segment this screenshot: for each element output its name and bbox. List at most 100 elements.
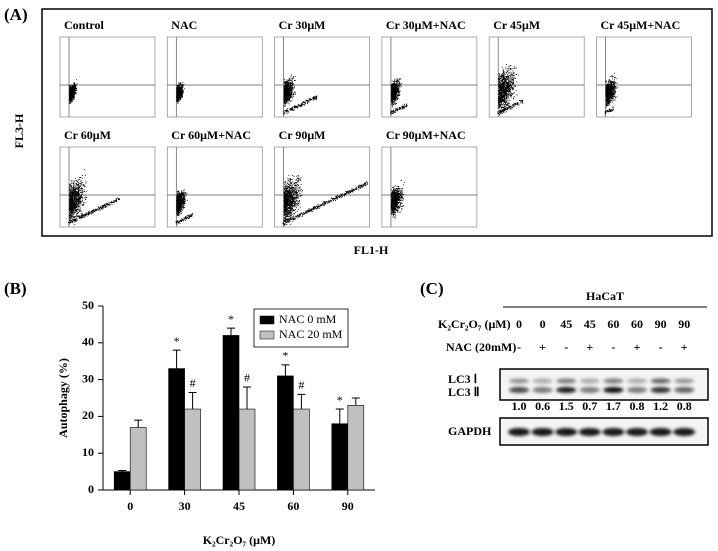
scatter-dots bbox=[176, 82, 185, 104]
band bbox=[579, 387, 600, 393]
x-tick-label: 90 bbox=[342, 499, 354, 513]
nac-sign: + bbox=[586, 340, 593, 354]
ratio: 1.7 bbox=[606, 399, 621, 413]
plot-title: Cr 60μM bbox=[64, 128, 111, 142]
nac-sign: + bbox=[634, 340, 641, 354]
plot-frame bbox=[59, 146, 156, 228]
plot-frame bbox=[166, 146, 263, 228]
scatter-dots bbox=[497, 64, 524, 116]
plot-frame bbox=[381, 36, 478, 118]
error-bar bbox=[188, 391, 197, 410]
panel-label: (C) bbox=[420, 279, 444, 298]
error-bar bbox=[297, 393, 306, 410]
band bbox=[674, 378, 695, 384]
plot-frame bbox=[274, 146, 370, 228]
ratio: 0.7 bbox=[582, 399, 597, 413]
plot-title: Cr 60μM+NAC bbox=[171, 128, 251, 142]
plot-frame bbox=[488, 36, 585, 118]
ratio: 1.0 bbox=[512, 399, 527, 413]
y-tick-label: 40 bbox=[82, 335, 94, 349]
bar bbox=[293, 408, 310, 491]
scatter-dots bbox=[69, 79, 78, 104]
band bbox=[627, 378, 647, 384]
plot-title: Cr 45μM bbox=[493, 18, 540, 32]
y-tick-label: 10 bbox=[82, 445, 94, 459]
ratio: 0.6 bbox=[535, 399, 550, 413]
ratio: 0.8 bbox=[677, 399, 692, 413]
band bbox=[532, 387, 553, 393]
dose: 45 bbox=[560, 317, 572, 331]
bar bbox=[184, 408, 201, 491]
band bbox=[532, 378, 553, 384]
panel-label: (B) bbox=[4, 279, 27, 298]
legend-swatch bbox=[259, 315, 275, 325]
ratio: 1.2 bbox=[653, 399, 668, 413]
plot-title: Control bbox=[64, 18, 104, 32]
significance-mark: * bbox=[337, 393, 343, 407]
dose: 60 bbox=[607, 317, 619, 331]
significance-mark: # bbox=[298, 378, 304, 392]
error-bar bbox=[351, 397, 360, 406]
scatter-dots bbox=[390, 179, 405, 219]
nac-sign: - bbox=[659, 340, 663, 354]
panel-a-frame bbox=[41, 8, 713, 237]
nac-sign: + bbox=[539, 340, 546, 354]
plot-frame bbox=[166, 36, 263, 118]
row-label: K₂Cr₂O₇ (μM) bbox=[438, 317, 511, 331]
band bbox=[579, 378, 600, 384]
dose: 0 bbox=[516, 317, 522, 331]
y-axis-label: FL3-H bbox=[12, 113, 26, 148]
y-axis-label: Autophagy (%) bbox=[56, 358, 70, 438]
bar bbox=[277, 375, 294, 491]
band bbox=[603, 387, 624, 393]
x-tick-label: 60 bbox=[287, 499, 299, 513]
band bbox=[673, 428, 696, 436]
band bbox=[531, 428, 554, 436]
scatter-dots bbox=[283, 74, 318, 115]
x-tick-label: 45 bbox=[233, 499, 245, 513]
y-tick-label: 20 bbox=[82, 408, 94, 422]
bar bbox=[331, 423, 349, 491]
plot-title: Cr 90μM bbox=[279, 128, 326, 142]
nac-sign: - bbox=[517, 340, 521, 354]
dose: 90 bbox=[655, 317, 667, 331]
bar bbox=[347, 405, 365, 491]
band bbox=[556, 378, 577, 384]
band bbox=[555, 428, 578, 436]
nac-sign: - bbox=[611, 340, 615, 354]
legend-swatch bbox=[259, 330, 275, 340]
blot-lc3 bbox=[499, 368, 709, 401]
plot-frame bbox=[596, 36, 692, 118]
band bbox=[627, 387, 647, 393]
significance-mark: # bbox=[190, 376, 196, 390]
x-tick-label: 30 bbox=[179, 499, 191, 513]
error-bar bbox=[227, 327, 235, 336]
scatter-dots bbox=[282, 174, 369, 226]
plot-title: Cr 30μM+NAC bbox=[386, 18, 466, 32]
scatter-dots bbox=[68, 169, 120, 226]
dose: 60 bbox=[631, 317, 643, 331]
bar bbox=[168, 368, 185, 491]
error-bar bbox=[134, 419, 143, 428]
y-tick-label: 50 bbox=[82, 298, 94, 312]
band bbox=[578, 428, 601, 436]
ratio: 1.5 bbox=[559, 399, 574, 413]
dose: 0 bbox=[540, 317, 546, 331]
scatter-dots bbox=[390, 77, 408, 115]
band bbox=[649, 428, 672, 436]
legend-label: NAC 0 mM bbox=[279, 312, 337, 326]
row-label: NAC (20mM) bbox=[446, 340, 516, 354]
nac-sign: - bbox=[564, 340, 568, 354]
band bbox=[674, 387, 695, 393]
scatter-dots bbox=[175, 189, 193, 225]
band bbox=[626, 428, 648, 436]
bar bbox=[222, 335, 240, 491]
band bbox=[602, 428, 625, 436]
bar bbox=[238, 408, 256, 491]
ratio: 0.8 bbox=[630, 399, 645, 413]
error-bar bbox=[172, 349, 181, 369]
plot-title: Cr 90μM+NAC bbox=[386, 128, 466, 142]
x-axis-label: K₂Cr₂O₇ (μM) bbox=[203, 533, 276, 547]
x-tick-label: 0 bbox=[127, 499, 133, 513]
